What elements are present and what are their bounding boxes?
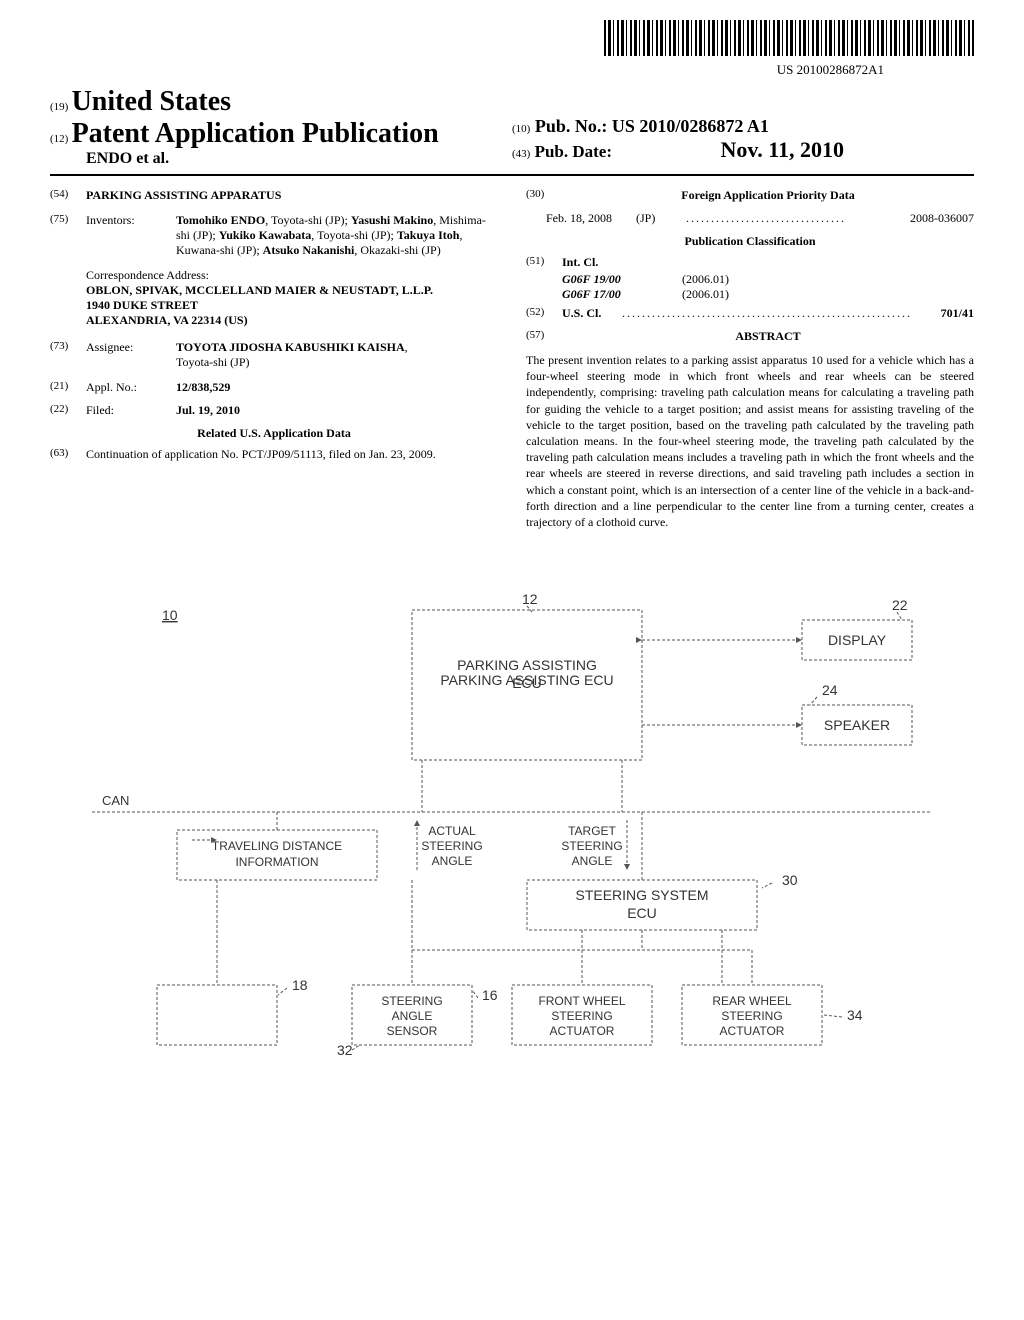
pub-no: US 2010/0286872 A1 [612, 116, 769, 136]
front-l3: ACTUATOR [550, 1024, 615, 1038]
inventors: Tomohiko ENDO, Toyota-shi (JP); Yasushi … [176, 213, 498, 258]
header-block: (19) United States (12) Patent Applicati… [50, 86, 974, 168]
invention-title: PARKING ASSISTING APPARATUS [86, 188, 281, 203]
inventors-label: Inventors: [86, 213, 176, 258]
intcl-label: Int. Cl. [562, 255, 598, 270]
pub-date: Nov. 11, 2010 [721, 137, 844, 162]
code-75: (75) [50, 213, 86, 258]
block-diagram: 10 PARKING ASSISTING ECU PARKING ASSISTI… [50, 570, 974, 1080]
display-label: DISPLAY [828, 632, 887, 648]
target-l1: TARGET [568, 824, 616, 838]
ref-34: 34 [847, 1007, 863, 1023]
actual-l2: STEERING [421, 839, 482, 853]
code-10: (10) [512, 123, 530, 135]
abstract-text: The present invention relates to a parki… [526, 352, 974, 530]
correspondence-name: OBLON, SPIVAK, MCCLELLAND MAIER & NEUSTA… [86, 283, 498, 298]
ref-12: 12 [522, 591, 538, 607]
code-54: (54) [50, 188, 86, 203]
code-22: (22) [50, 403, 86, 418]
actual-l3: ANGLE [432, 854, 473, 868]
steering-ecu-l1: STEERING SYSTEM [575, 887, 708, 903]
intcl-2: G06F 17/00 [562, 287, 682, 302]
travel-dist-l1: TRAVELING DISTANCE [212, 839, 342, 853]
rear-l3: ACTUATOR [720, 1024, 785, 1038]
rear-l2: STEERING [721, 1009, 782, 1023]
barcode-block [50, 20, 974, 60]
assignee-label: Assignee: [86, 340, 176, 370]
travel-dist-l2: INFORMATION [235, 855, 318, 869]
code-12: (12) [50, 133, 68, 145]
foreign-num: 2008-036007 [910, 211, 974, 226]
right-column: (30) Foreign Application Priority Data F… [526, 188, 974, 530]
parking-ecu-l2: ECU [512, 675, 542, 691]
correspondence-city: ALEXANDRIA, VA 22314 (US) [86, 313, 498, 328]
assignee-loc: Toyota-shi (JP) [176, 355, 250, 369]
pub-date-label: Pub. Date: [535, 142, 612, 161]
filed: Jul. 19, 2010 [176, 403, 498, 418]
dots: ................................ [686, 211, 910, 226]
code-51: (51) [526, 255, 562, 270]
intcl-2-date: (2006.01) [682, 287, 729, 302]
uscl-val: 701/41 [941, 306, 974, 321]
correspondence-block: Correspondence Address: OBLON, SPIVAK, M… [86, 268, 498, 328]
intcl-1: G06F 19/00 [562, 272, 682, 287]
code-43: (43) [512, 148, 530, 160]
correspondence-street: 1940 DUKE STREET [86, 298, 498, 313]
target-l3: ANGLE [572, 854, 613, 868]
parking-ecu-l1: PARKING ASSISTING [457, 657, 597, 673]
target-l2: STEERING [561, 839, 622, 853]
sensor-l1: STEERING [381, 994, 442, 1008]
box-18 [157, 985, 277, 1045]
abstract-title: ABSTRACT [562, 329, 974, 344]
code-52: (52) [526, 306, 562, 321]
sensor-l2: ANGLE [392, 1009, 433, 1023]
code-57: (57) [526, 329, 562, 344]
uscl-label: U.S. Cl. [562, 306, 622, 321]
front-l1: FRONT WHEEL [538, 994, 625, 1008]
ref-32: 32 [337, 1042, 353, 1058]
steering-ecu-l2: ECU [627, 905, 657, 921]
rear-l1: REAR WHEEL [712, 994, 792, 1008]
applno-label: Appl. No.: [86, 380, 176, 395]
code-19: (19) [50, 101, 68, 113]
related-title: Related U.S. Application Data [50, 426, 498, 441]
ref-10: 10 [162, 607, 178, 623]
ref-30: 30 [782, 872, 798, 888]
ref-16: 16 [482, 987, 498, 1003]
pubclass-title: Publication Classification [526, 234, 974, 249]
barcode-number: US 20100286872A1 [50, 62, 884, 78]
can-label: CAN [102, 793, 129, 808]
actual-l1: ACTUAL [428, 824, 476, 838]
ref-22: 22 [892, 597, 908, 613]
code-30: (30) [526, 188, 562, 203]
correspondence-label: Correspondence Address: [86, 268, 498, 283]
intcl-1-date: (2006.01) [682, 272, 729, 287]
pub-no-label: Pub. No.: [535, 116, 608, 136]
country: United States [72, 86, 231, 117]
code-63: (63) [50, 447, 86, 462]
code-73: (73) [50, 340, 86, 370]
dots2: ........................................… [622, 306, 941, 321]
speaker-label: SPEAKER [824, 717, 890, 733]
applno: 12/838,529 [176, 380, 498, 395]
left-column: (54) PARKING ASSISTING APPARATUS (75) In… [50, 188, 498, 530]
foreign-title: Foreign Application Priority Data [562, 188, 974, 203]
authors-etal: ENDO et al. [86, 150, 169, 167]
ref-24: 24 [822, 682, 838, 698]
header-divider [50, 174, 974, 176]
continuation: Continuation of application No. PCT/JP09… [86, 447, 498, 462]
filed-label: Filed: [86, 403, 176, 418]
barcode-graphic [604, 20, 974, 56]
foreign-country: (JP) [636, 211, 686, 226]
publication-type: Patent Application Publication [72, 118, 439, 149]
code-21: (21) [50, 380, 86, 395]
assignee-name: TOYOTA JIDOSHA KABUSHIKI KAISHA [176, 340, 405, 354]
front-l2: STEERING [551, 1009, 612, 1023]
sensor-l3: SENSOR [387, 1024, 438, 1038]
foreign-date: Feb. 18, 2008 [546, 211, 636, 226]
ref-18: 18 [292, 977, 308, 993]
